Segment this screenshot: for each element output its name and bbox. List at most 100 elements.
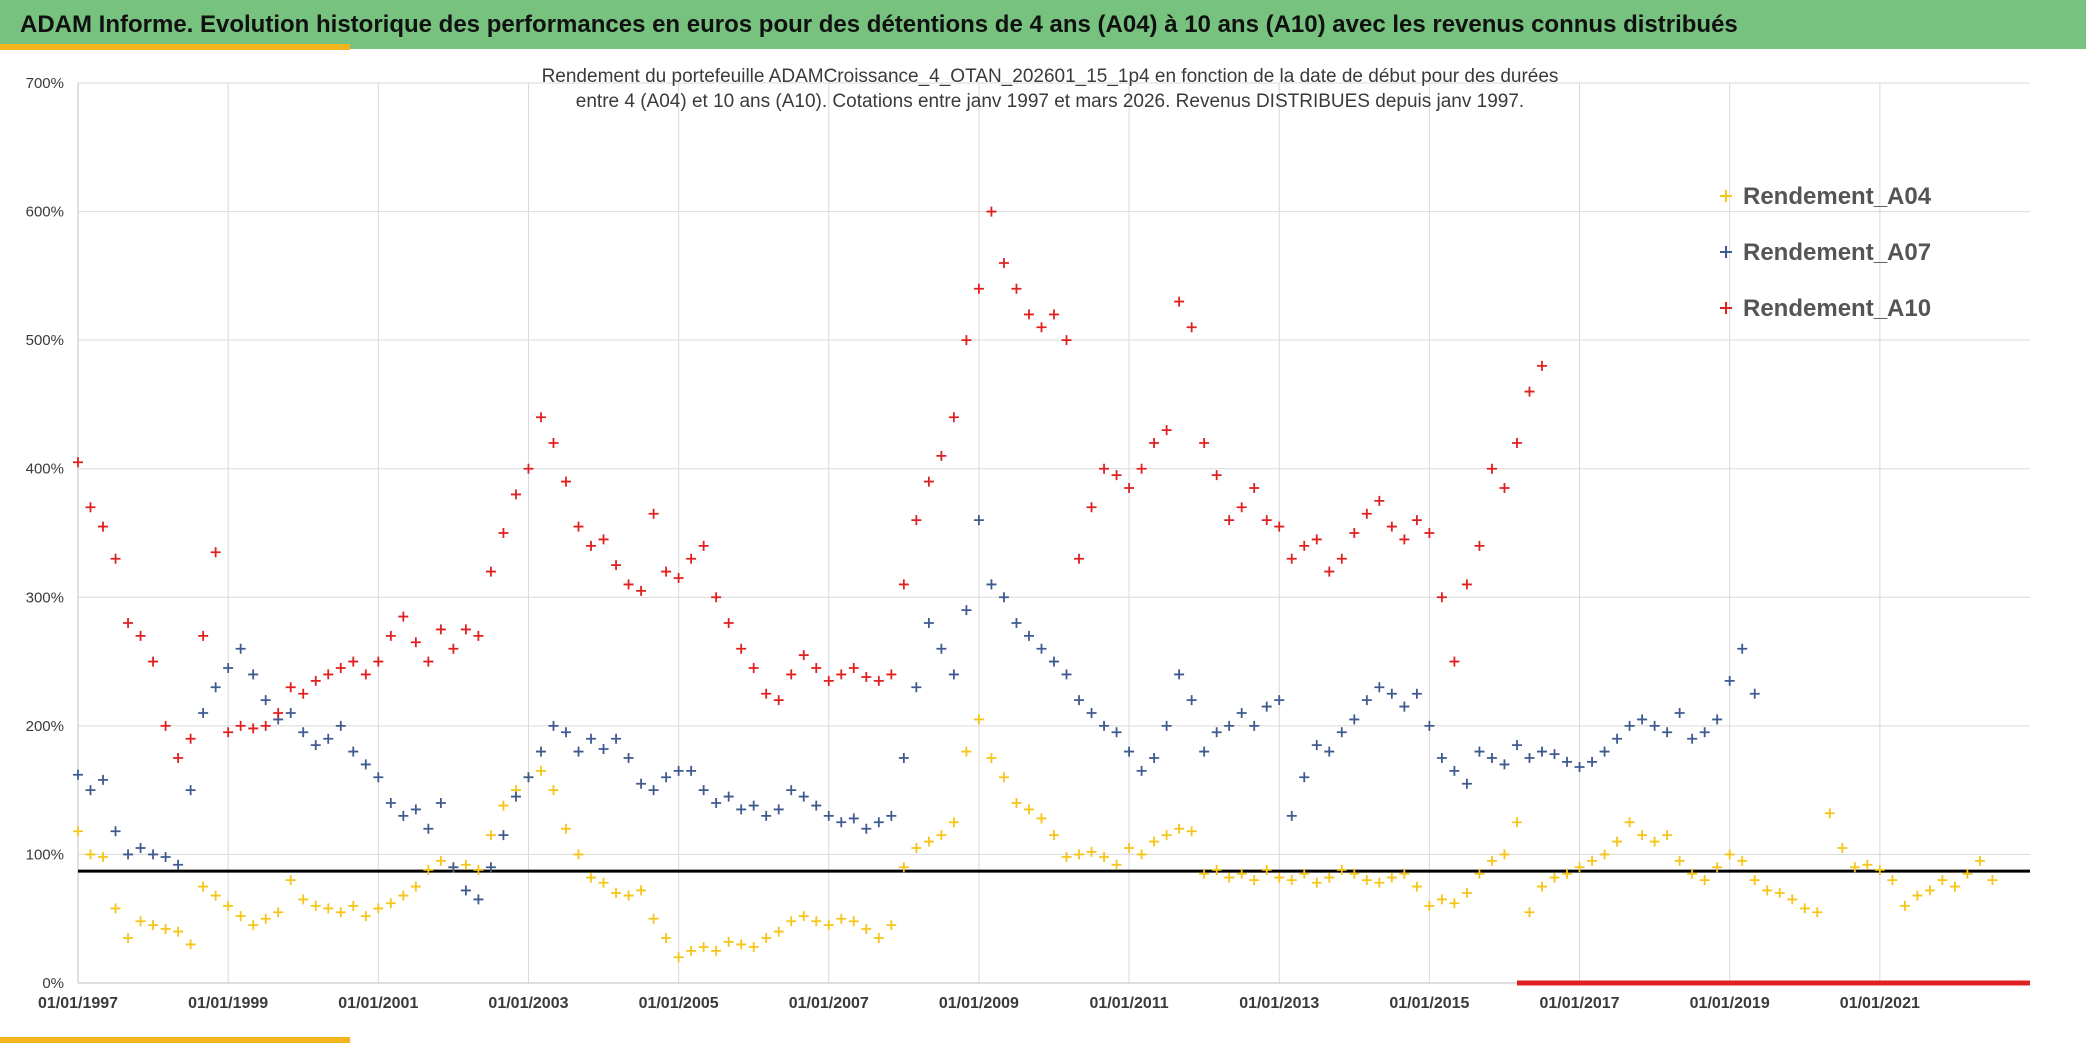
- y-tick-label: 200%: [26, 718, 64, 735]
- report-title: ADAM Informe. Evolution historique des p…: [20, 11, 1738, 38]
- data-point: [1899, 900, 1910, 911]
- data-point: [1411, 881, 1422, 892]
- data-point: [1887, 875, 1898, 886]
- data-point: [323, 903, 334, 914]
- data-point: [1712, 714, 1723, 725]
- data-point: [160, 852, 171, 862]
- data-point: [961, 605, 972, 616]
- data-point: [385, 798, 396, 808]
- data-point: [1311, 877, 1322, 888]
- data-point: [1386, 688, 1397, 699]
- data-point: [848, 813, 859, 824]
- data-point: [1099, 720, 1110, 731]
- data-point: [1411, 515, 1422, 526]
- data-point: [85, 785, 96, 796]
- data-point: [1486, 463, 1497, 474]
- data-point: [335, 663, 346, 673]
- data-point: [310, 740, 321, 751]
- data-point: [423, 656, 434, 667]
- data-point: [1274, 521, 1285, 532]
- data-point: [611, 733, 622, 744]
- data-point: [1874, 864, 1885, 875]
- data-point: [248, 920, 259, 931]
- data-point: [1299, 540, 1310, 551]
- data-point: [1436, 753, 1447, 763]
- data-point: [686, 553, 697, 564]
- data-point: [135, 916, 146, 927]
- chart-title-line: Rendement du portefeuille ADAMCroissance…: [542, 66, 1559, 87]
- data-point: [1061, 852, 1072, 862]
- data-point: [623, 890, 634, 901]
- data-point: [1023, 804, 1034, 815]
- legend-label: Rendement_A04: [1743, 183, 1932, 210]
- data-point: [1261, 701, 1272, 712]
- data-point: [661, 933, 672, 943]
- data-point: [1524, 386, 1535, 397]
- data-point: [786, 669, 797, 680]
- data-point: [1061, 669, 1072, 680]
- data-point: [473, 864, 484, 875]
- x-tick-label: 01/01/2019: [1690, 995, 1770, 1012]
- data-point: [1049, 830, 1059, 841]
- data-point: [1587, 855, 1598, 866]
- series-rendement_a10: [73, 206, 1547, 763]
- data-point: [1486, 855, 1497, 866]
- data-point: [1149, 438, 1160, 448]
- data-point: [1286, 553, 1297, 564]
- data-point: [485, 566, 496, 577]
- y-tick-label: 700%: [26, 75, 64, 92]
- chart-grid: [77, 82, 2030, 984]
- data-point: [1124, 746, 1135, 757]
- data-point: [1562, 868, 1573, 879]
- data-point: [1199, 746, 1210, 757]
- data-point: [836, 913, 847, 924]
- data-point: [310, 675, 321, 686]
- data-point: [836, 669, 847, 680]
- data-point: [573, 849, 584, 860]
- data-point: [1023, 630, 1034, 641]
- data-point: [1474, 540, 1485, 551]
- data-point: [911, 682, 922, 693]
- data-point: [961, 746, 972, 757]
- data-point: [611, 888, 622, 898]
- x-tick-label: 01/01/2005: [639, 995, 719, 1012]
- data-point: [636, 778, 647, 789]
- data-point: [1349, 868, 1360, 879]
- data-point: [423, 823, 434, 834]
- data-point: [298, 894, 309, 905]
- data-point: [348, 900, 359, 911]
- legend-label: Rendement_A07: [1743, 239, 1931, 266]
- y-tick-label: 400%: [26, 461, 64, 478]
- data-point: [260, 913, 271, 924]
- data-point: [1461, 888, 1472, 898]
- data-point: [811, 916, 822, 927]
- data-point: [223, 663, 234, 673]
- data-point: [1937, 875, 1948, 886]
- data-point: [1299, 772, 1310, 783]
- data-point: [1199, 438, 1210, 448]
- data-point: [335, 907, 346, 918]
- x-tick-label: 01/01/1997: [38, 995, 118, 1012]
- data-point: [73, 826, 83, 837]
- chart-legend: Rendement_A04 Rendement_A07 Rendement_A10: [1720, 183, 1932, 322]
- data-point: [1737, 855, 1748, 866]
- data-point: [210, 890, 221, 901]
- data-point: [185, 785, 196, 796]
- data-point: [235, 643, 246, 654]
- data-point: [1812, 907, 1823, 918]
- data-point: [273, 907, 284, 918]
- data-point: [1049, 309, 1059, 320]
- data-point: [1074, 849, 1085, 860]
- data-point: [1837, 843, 1848, 853]
- data-point: [1324, 872, 1335, 883]
- data-point: [923, 476, 934, 487]
- data-point: [173, 753, 184, 763]
- data-point: [698, 942, 709, 952]
- data-point: [573, 521, 584, 532]
- data-point: [1036, 813, 1047, 824]
- data-point: [798, 650, 809, 661]
- data-point: [1049, 656, 1059, 667]
- data-point: [498, 830, 509, 841]
- data-point: [198, 881, 209, 892]
- data-point: [1737, 643, 1748, 654]
